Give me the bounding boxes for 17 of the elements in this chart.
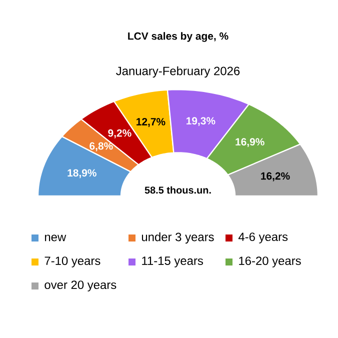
legend-label: 16-20 years <box>239 256 301 268</box>
legend-label: new <box>45 234 66 242</box>
legend-label: 7-10 years <box>44 256 100 268</box>
data-label: 16,2% <box>261 172 290 182</box>
legend-label: 4-6 years <box>238 232 288 244</box>
data-label: 9,2% <box>108 129 132 138</box>
data-label: 18,9% <box>68 169 96 178</box>
text: 58.5 thous.un. <box>144 186 211 194</box>
data-label: 12,7% <box>136 118 166 127</box>
data-label: 19,3% <box>186 117 216 126</box>
legend-label: under 3 years <box>142 232 214 244</box>
chart-subtitle: January-February 2026 <box>116 66 240 78</box>
legend-label: 11-15 years <box>142 256 203 268</box>
chart-title: LCV sales by age, % <box>128 32 228 42</box>
legend-label: over 20 years <box>44 280 116 292</box>
data-label: 6,8% <box>90 142 113 152</box>
data-label: 16,9% <box>236 138 264 148</box>
